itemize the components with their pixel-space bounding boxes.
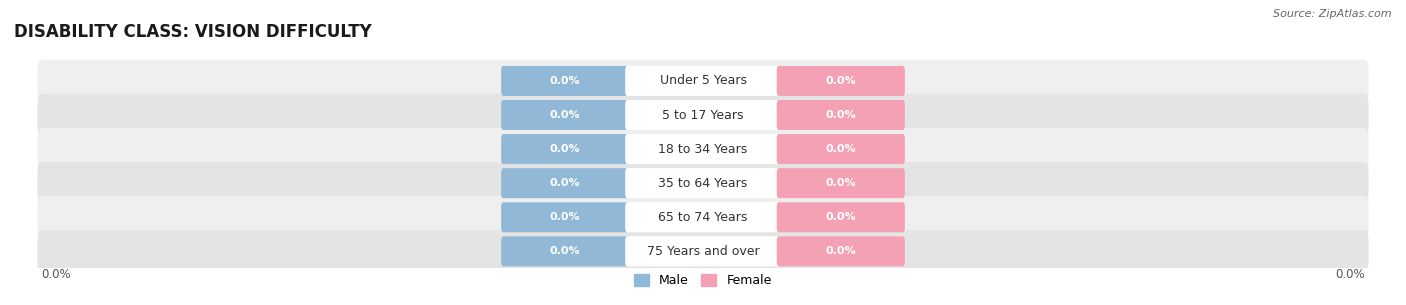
- FancyBboxPatch shape: [776, 168, 905, 198]
- Text: 0.0%: 0.0%: [550, 212, 581, 222]
- FancyBboxPatch shape: [776, 236, 905, 266]
- FancyBboxPatch shape: [38, 128, 1368, 170]
- FancyBboxPatch shape: [501, 134, 630, 164]
- Text: 0.0%: 0.0%: [825, 246, 856, 257]
- FancyBboxPatch shape: [626, 100, 780, 130]
- Text: 0.0%: 0.0%: [825, 110, 856, 120]
- Text: 0.0%: 0.0%: [550, 110, 581, 120]
- FancyBboxPatch shape: [38, 94, 1368, 136]
- FancyBboxPatch shape: [626, 134, 780, 164]
- FancyBboxPatch shape: [626, 168, 780, 198]
- Text: 0.0%: 0.0%: [825, 212, 856, 222]
- Text: 0.0%: 0.0%: [825, 144, 856, 154]
- Text: 75 Years and over: 75 Years and over: [647, 245, 759, 258]
- Text: 35 to 64 Years: 35 to 64 Years: [658, 177, 748, 190]
- FancyBboxPatch shape: [626, 236, 780, 266]
- FancyBboxPatch shape: [626, 66, 780, 96]
- Text: 0.0%: 0.0%: [550, 144, 581, 154]
- Text: 65 to 74 Years: 65 to 74 Years: [658, 211, 748, 224]
- FancyBboxPatch shape: [501, 168, 630, 198]
- Legend: Male, Female: Male, Female: [630, 269, 776, 292]
- Text: 0.0%: 0.0%: [550, 178, 581, 188]
- Text: 0.0%: 0.0%: [1334, 268, 1364, 282]
- FancyBboxPatch shape: [38, 196, 1368, 239]
- FancyBboxPatch shape: [38, 230, 1368, 272]
- FancyBboxPatch shape: [501, 236, 630, 266]
- Text: 0.0%: 0.0%: [42, 268, 72, 282]
- Text: DISABILITY CLASS: VISION DIFFICULTY: DISABILITY CLASS: VISION DIFFICULTY: [14, 23, 371, 41]
- Text: 0.0%: 0.0%: [550, 246, 581, 257]
- FancyBboxPatch shape: [501, 100, 630, 130]
- Text: 0.0%: 0.0%: [550, 76, 581, 86]
- FancyBboxPatch shape: [776, 100, 905, 130]
- FancyBboxPatch shape: [776, 134, 905, 164]
- FancyBboxPatch shape: [501, 202, 630, 232]
- FancyBboxPatch shape: [776, 202, 905, 232]
- Text: Source: ZipAtlas.com: Source: ZipAtlas.com: [1274, 9, 1392, 19]
- FancyBboxPatch shape: [626, 202, 780, 232]
- Text: 0.0%: 0.0%: [825, 178, 856, 188]
- Text: 5 to 17 Years: 5 to 17 Years: [662, 109, 744, 121]
- Text: 18 to 34 Years: 18 to 34 Years: [658, 143, 748, 156]
- Text: Under 5 Years: Under 5 Years: [659, 74, 747, 88]
- FancyBboxPatch shape: [776, 66, 905, 96]
- FancyBboxPatch shape: [38, 162, 1368, 204]
- FancyBboxPatch shape: [501, 66, 630, 96]
- Text: 0.0%: 0.0%: [825, 76, 856, 86]
- FancyBboxPatch shape: [38, 60, 1368, 102]
